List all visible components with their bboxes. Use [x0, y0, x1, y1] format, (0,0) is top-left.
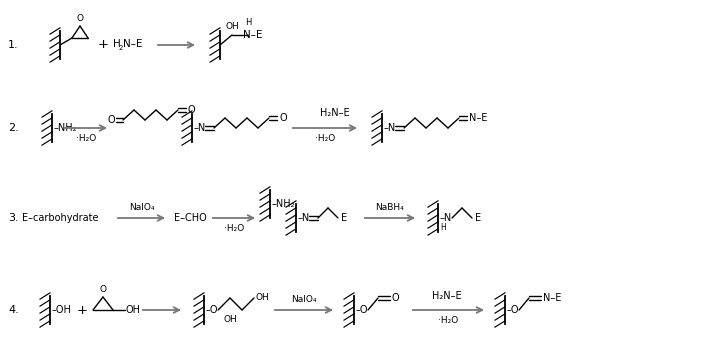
Text: ·H₂O: ·H₂O [315, 134, 335, 143]
Text: –N: –N [194, 123, 206, 133]
Text: O: O [99, 285, 107, 294]
Text: 1.: 1. [8, 40, 19, 50]
Text: –NH₂: –NH₂ [54, 123, 78, 133]
Text: –N: –N [298, 213, 310, 223]
Text: E: E [475, 213, 481, 223]
Text: N–E: N–E [469, 113, 487, 123]
Text: ·H₂O: ·H₂O [438, 316, 459, 325]
Text: –OH: –OH [52, 305, 72, 315]
Text: 3.: 3. [8, 213, 19, 223]
Text: E–CHO: E–CHO [174, 213, 207, 223]
Text: OH: OH [125, 305, 140, 315]
Text: OH: OH [256, 294, 270, 303]
Text: H: H [440, 223, 446, 232]
Text: OH: OH [223, 315, 237, 324]
Text: –NH₂: –NH₂ [272, 199, 295, 209]
Text: –O: –O [206, 305, 218, 315]
Text: +: + [76, 303, 88, 317]
Text: –O: –O [507, 305, 520, 315]
Text: ·H₂O: ·H₂O [76, 134, 96, 143]
Text: E–carbohydrate: E–carbohydrate [22, 213, 99, 223]
Text: O: O [107, 115, 115, 125]
Text: N–E: N–E [543, 293, 562, 303]
Text: 4.: 4. [8, 305, 19, 315]
Text: NaIO₄: NaIO₄ [129, 203, 154, 212]
Text: 2: 2 [119, 45, 123, 51]
Text: H₂N–E: H₂N–E [320, 108, 350, 118]
Text: –N: –N [384, 123, 396, 133]
Text: H: H [245, 18, 251, 27]
Text: OH: OH [225, 22, 239, 31]
Text: N–E: N–E [123, 39, 143, 49]
Text: ·H₂O: ·H₂O [224, 224, 244, 233]
Text: E: E [341, 213, 347, 223]
Text: O: O [392, 293, 400, 303]
Text: N–E: N–E [243, 30, 263, 40]
Text: +: + [97, 38, 109, 51]
Text: O: O [279, 113, 287, 123]
Text: H: H [113, 39, 121, 49]
Text: NaIO₄: NaIO₄ [292, 295, 317, 304]
Text: H₂N–E: H₂N–E [432, 291, 462, 301]
Text: O: O [188, 105, 196, 115]
Text: O: O [76, 14, 84, 23]
Text: NaBH₄: NaBH₄ [376, 203, 405, 212]
Text: –N: –N [440, 213, 452, 223]
Text: 2.: 2. [8, 123, 19, 133]
Text: –O: –O [356, 305, 369, 315]
